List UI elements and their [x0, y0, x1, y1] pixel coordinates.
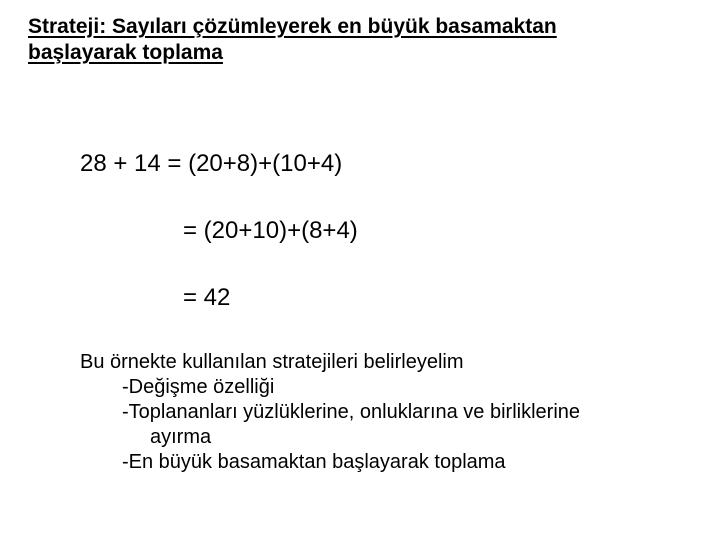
body-intro: Bu örnekte kullanılan stratejileri belir…: [80, 350, 660, 375]
bullet-2-cont: ayırma: [150, 425, 660, 450]
bullet-3: -En büyük basamaktan başlayarak toplama: [122, 450, 660, 475]
body-text: Bu örnekte kullanılan stratejileri belir…: [80, 350, 660, 475]
equation-line-3: = 42: [183, 284, 230, 312]
bullet-2: -Toplananları yüzlüklerine, onluklarına …: [122, 400, 660, 425]
slide: Strateji: Sayıları çözümleyerek en büyük…: [0, 0, 720, 540]
equation-line-1: 28 + 14 = (20+8)+(10+4): [80, 150, 342, 178]
bullet-1: -Değişme özelliği: [122, 375, 660, 400]
equation-line-2: = (20+10)+(8+4): [183, 217, 358, 245]
slide-title: Strateji: Sayıları çözümleyerek en büyük…: [28, 14, 588, 67]
